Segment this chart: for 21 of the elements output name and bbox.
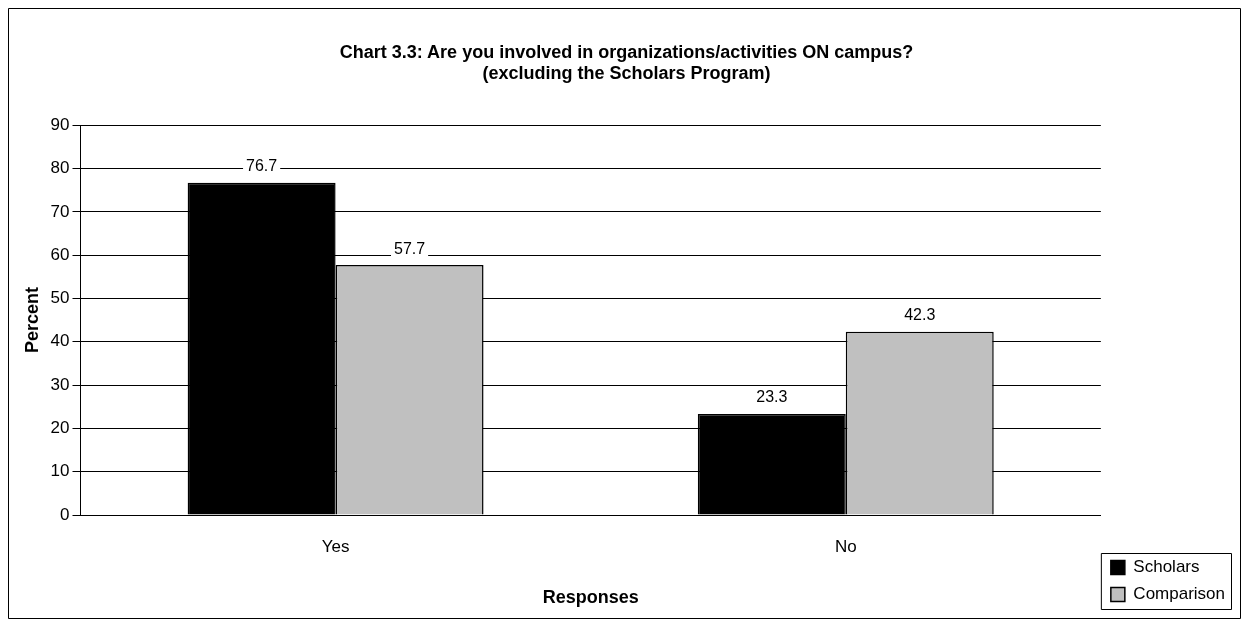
y-tick-label: 10 <box>50 461 70 481</box>
y-tick-label: 70 <box>50 201 70 221</box>
y-tick-label: 60 <box>50 244 70 264</box>
y-tick-label: 0 <box>60 504 70 524</box>
y-tick-label: 30 <box>50 374 70 394</box>
y-tick-label: 90 <box>50 114 70 134</box>
y-tick-label: 50 <box>50 288 70 308</box>
data-label: 76.7 <box>246 157 278 175</box>
y-tick-label: 40 <box>50 331 70 351</box>
y-tick-label: 80 <box>50 158 70 178</box>
y-axis-title: Percent <box>21 287 42 354</box>
data-label: 57.7 <box>394 239 426 257</box>
legend-label: Comparison <box>1133 584 1226 604</box>
x-axis-title: Responses <box>542 587 639 608</box>
data-label: 23.3 <box>756 388 788 406</box>
y-tick-label: 20 <box>50 418 70 438</box>
chart-title: Chart 3.3: Are you involved in organizations/activities ON campus? (excluding the Scholars Program) <box>339 41 914 84</box>
legend-label: Scholars <box>1133 557 1200 577</box>
x-tick-label: No <box>834 536 857 556</box>
x-tick-label: Yes <box>321 536 350 556</box>
data-label: 42.3 <box>904 306 936 324</box>
